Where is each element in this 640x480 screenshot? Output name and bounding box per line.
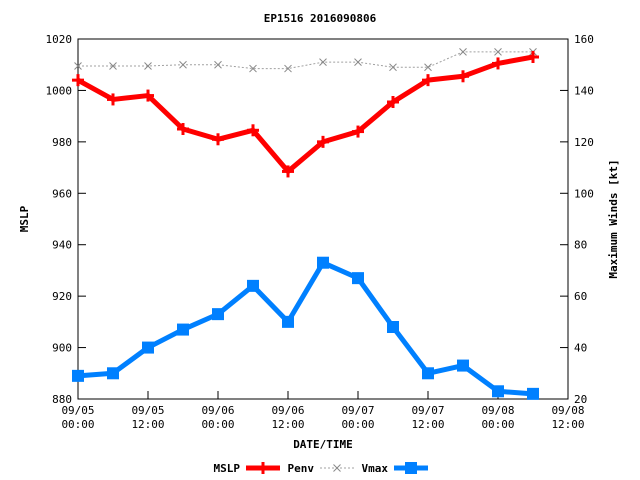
vmax-point — [177, 323, 189, 336]
vmax-point — [422, 367, 434, 380]
mslp-point — [177, 123, 189, 135]
x-tick-date: 09/07 — [411, 404, 444, 417]
mslp-point — [282, 165, 294, 178]
mslp-point — [387, 96, 399, 108]
x-tick-time: 12:00 — [131, 418, 164, 431]
penv-point — [459, 48, 467, 56]
y-right-tick-label: 40 — [574, 342, 587, 355]
x-tick-date: 09/08 — [481, 404, 514, 417]
y-left-tick-label: 920 — [52, 290, 72, 303]
series-layer — [72, 48, 539, 400]
mslp-point — [247, 124, 259, 137]
x-tick-date: 09/06 — [271, 404, 304, 417]
legend-marker-vmax — [405, 462, 417, 474]
mslp-point — [422, 74, 434, 87]
plot-frame — [77, 38, 569, 400]
legend-marker-penv — [333, 464, 341, 472]
x-axis: 09/0500:0009/0512:0009/0600:0009/0612:00… — [61, 391, 585, 431]
penv-point — [74, 62, 82, 70]
chart-title: EP1516 2016090806 — [264, 12, 377, 25]
penv-point — [249, 64, 257, 73]
y-right-tick-label: 80 — [574, 239, 587, 252]
y-left-tick-label: 940 — [52, 239, 72, 252]
mslp-point — [457, 70, 469, 83]
x-tick-time: 00:00 — [201, 418, 234, 431]
vmax-point — [282, 315, 294, 328]
mslp-point — [492, 57, 504, 70]
vmax-point — [247, 279, 259, 292]
mslp-point — [72, 74, 84, 87]
y-right-tick-label: 60 — [574, 290, 587, 303]
vmax-point — [107, 367, 119, 380]
legend-label-vmax: Vmax — [362, 462, 389, 475]
y-left-tick-label: 960 — [52, 187, 72, 200]
mslp-point — [107, 93, 119, 106]
vmax-point — [72, 369, 84, 382]
mslp-point — [317, 135, 329, 148]
mslp-line — [76, 54, 534, 174]
y-left-tick-label: 980 — [52, 136, 72, 149]
series-mslp — [72, 51, 539, 178]
x-tick-date: 09/05 — [61, 404, 94, 417]
penv-line — [78, 51, 533, 70]
legend-label-mslp: MSLP — [214, 462, 241, 475]
vmax-point — [527, 387, 539, 400]
y-left-tick-label: 880 — [52, 393, 72, 406]
x-tick-time: 12:00 — [551, 418, 584, 431]
x-axis-label: DATE/TIME — [293, 438, 353, 451]
penv-point — [109, 62, 117, 70]
y-left-tick-label: 1000 — [46, 84, 73, 97]
penv-point — [214, 60, 222, 69]
y-left-label: MSLP — [18, 205, 31, 232]
mslp-point — [212, 133, 224, 146]
vmax-line — [77, 260, 534, 397]
vmax-point — [457, 359, 469, 372]
penv-point — [179, 60, 187, 69]
x-tick-date: 09/08 — [551, 404, 584, 417]
series-penv — [74, 48, 537, 73]
y-right-label: Maximum Winds [kt] — [607, 159, 620, 278]
y-right-tick-label: 120 — [574, 136, 594, 149]
vmax-point — [317, 256, 329, 269]
x-tick-time: 12:00 — [411, 418, 444, 431]
vmax-point — [387, 321, 399, 333]
penv-point — [424, 63, 432, 72]
x-tick-date: 09/05 — [131, 404, 164, 417]
penv-point — [354, 58, 362, 66]
legend: MSLP Penv Vmax — [214, 462, 428, 475]
penv-point — [319, 58, 327, 66]
mslp-point — [352, 125, 364, 138]
x-tick-time: 12:00 — [271, 418, 304, 431]
y-left-tick-label: 1020 — [46, 33, 73, 46]
x-tick-date: 09/06 — [201, 404, 234, 417]
series-vmax — [72, 256, 539, 400]
legend-label-penv: Penv — [288, 462, 315, 475]
y-right-axis: 20 40 60 80 100 120 140 160 — [560, 33, 594, 406]
y-right-tick-label: 140 — [574, 84, 594, 97]
mslp-point — [142, 89, 154, 102]
legend-marker-mslp — [257, 462, 269, 474]
penv-point — [389, 63, 397, 72]
y-left-tick-label: 900 — [52, 342, 72, 355]
y-right-tick-label: 160 — [574, 33, 594, 46]
y-right-tick-label: 20 — [574, 393, 587, 406]
y-right-tick-label: 100 — [574, 187, 594, 200]
x-tick-date: 09/07 — [341, 404, 374, 417]
x-tick-time: 00:00 — [341, 418, 374, 431]
vmax-point — [492, 385, 504, 398]
x-tick-time: 00:00 — [61, 418, 94, 431]
penv-point — [284, 64, 292, 73]
vmax-point — [142, 341, 154, 354]
vmax-point — [212, 308, 224, 321]
y-left-axis: 880 900 920 940 960 980 1000 1020 — [46, 33, 86, 406]
vmax-point — [352, 272, 364, 285]
penv-point — [494, 48, 502, 56]
x-tick-time: 00:00 — [481, 418, 514, 431]
mslp-point — [527, 51, 539, 63]
penv-point — [144, 62, 152, 70]
